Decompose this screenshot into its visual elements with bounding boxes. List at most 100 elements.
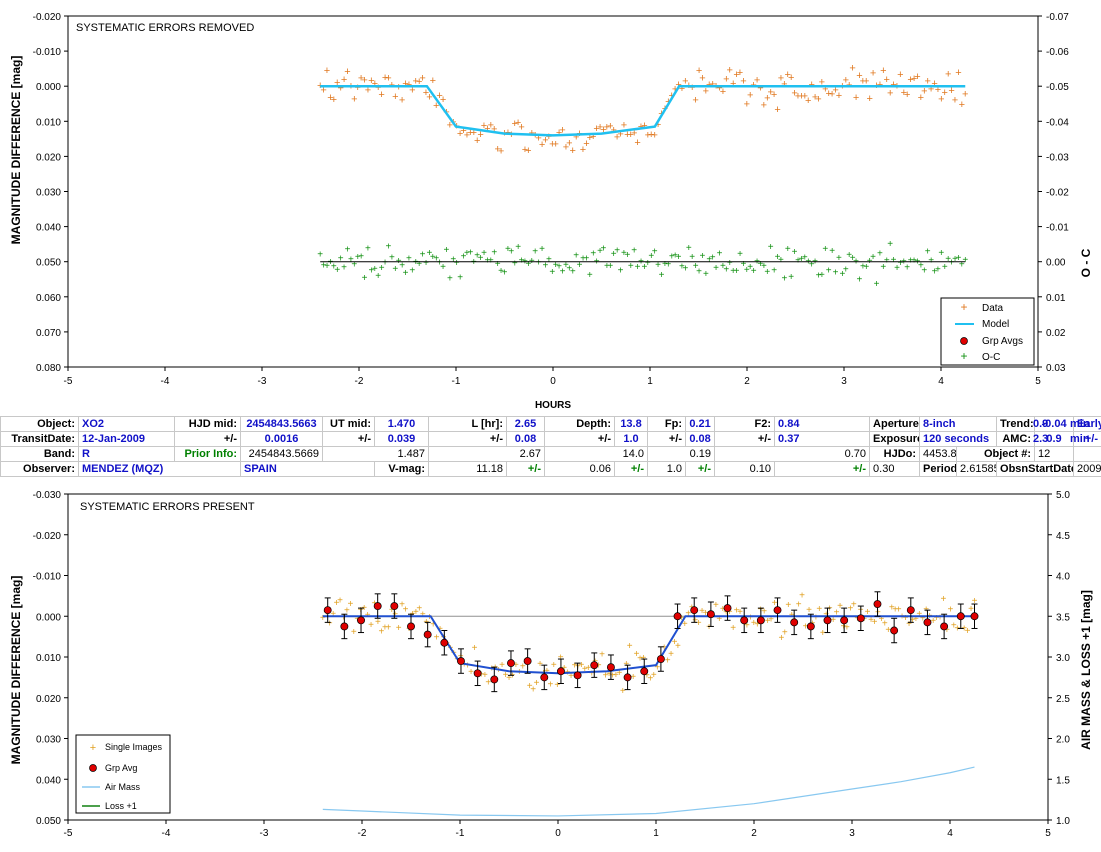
single-image-point: + (554, 680, 560, 691)
x-tick-label: -3 (258, 376, 267, 387)
x-tick-label: -2 (358, 828, 367, 839)
oc-point: + (577, 260, 583, 271)
oc-point: + (539, 244, 545, 255)
single-image-point: + (954, 624, 960, 635)
single-image-point: + (916, 609, 922, 620)
data-point: + (822, 84, 828, 96)
oc-point: + (693, 261, 699, 272)
prior-info-label: Prior Info: (174, 446, 241, 462)
oc-point: + (761, 261, 767, 272)
oc-point: + (389, 252, 395, 263)
oc-point: + (891, 255, 897, 266)
y-tick-label: 0.050 (36, 816, 61, 827)
data-point: + (669, 90, 675, 102)
oc-point: + (781, 274, 787, 285)
oc-point: + (624, 250, 630, 261)
data-point: + (870, 68, 876, 80)
single-image-point: + (534, 678, 540, 689)
oc-point: + (334, 265, 340, 276)
legend-label-airmass: Air Mass (105, 782, 141, 792)
depth-value: 13.8 (614, 416, 649, 432)
oc-point: + (553, 260, 559, 271)
data-point: + (628, 129, 634, 141)
prior-hjd-value: 2454843.5669 (240, 446, 323, 462)
data-point: + (494, 144, 500, 156)
oc-point: + (904, 263, 910, 274)
oc-point: + (655, 260, 661, 271)
airmass-curve (322, 766, 975, 817)
single-image-point: + (896, 604, 902, 615)
single-image-point: + (696, 618, 702, 629)
single-image-point: + (903, 613, 909, 624)
grp-avg-point (673, 603, 682, 629)
single-image-point: + (527, 681, 533, 692)
grp-avg-point (706, 601, 715, 627)
single-image-point: + (582, 664, 588, 675)
oc-point: + (880, 262, 886, 273)
data-point: + (525, 145, 531, 157)
single-image-point: + (461, 660, 467, 671)
data-point: + (774, 104, 780, 116)
early-err-unit: min (1070, 433, 1090, 445)
y2-tick-label: -0.07 (1046, 12, 1069, 23)
data-point: + (337, 82, 343, 94)
oc-point: + (508, 246, 514, 257)
y2-axis-label: O - C (1079, 248, 1093, 277)
single-image-point: + (944, 625, 950, 636)
x-tick-label: 2 (744, 376, 750, 387)
country-value: SPAIN (240, 461, 375, 477)
single-image-point: + (913, 614, 919, 625)
chart-annotation: SYSTEMATIC ERRORS PRESENT (80, 501, 255, 513)
data-point: + (645, 130, 651, 142)
single-image-point: + (889, 602, 895, 613)
data-point: + (610, 125, 616, 137)
fp-err-value: 0.08 (685, 431, 716, 447)
oc-point: + (672, 251, 678, 262)
data-point: + (901, 87, 907, 99)
oc-point: + (717, 249, 723, 260)
data-point: + (423, 87, 429, 99)
data-point: + (331, 94, 337, 106)
f2-err2-pm: +/- (774, 461, 871, 477)
grp-avg-point (790, 609, 799, 636)
y2-tick-label: 1.0 (1056, 816, 1070, 827)
oc-point: + (461, 251, 467, 262)
oc-point: + (771, 265, 777, 276)
x-tick-label: 3 (841, 376, 847, 387)
single-image-point: + (478, 670, 484, 681)
data-point: + (880, 65, 886, 77)
oc-point: + (816, 271, 822, 282)
data-point: + (788, 72, 794, 84)
oc-point: + (464, 248, 470, 259)
single-image-point: + (544, 666, 550, 677)
ut-err-pm: +/- (322, 431, 375, 447)
grp-avg-point (756, 607, 765, 634)
x-tick-label: 5 (1045, 828, 1051, 839)
data-point: + (887, 87, 893, 99)
data-point: + (890, 79, 896, 91)
data-point: + (518, 122, 524, 134)
data-point: + (696, 65, 702, 77)
oc-point: + (819, 270, 825, 281)
x-tick-label: 1 (647, 376, 653, 387)
single-image-point: + (727, 607, 733, 618)
oc-point: + (611, 249, 617, 260)
oc-point: + (826, 266, 832, 277)
oc-point: + (413, 257, 419, 268)
amc-label: AMC: (996, 431, 1036, 447)
oc-point: + (710, 253, 716, 264)
y-tick-label: 0.040 (36, 775, 61, 786)
y-axis-label: MAGNITUDE DIFFERENCE [mag] (9, 576, 23, 765)
single-image-point: + (651, 670, 657, 681)
oc-point: + (365, 243, 371, 254)
single-image-point: + (506, 673, 512, 684)
oc-point: + (426, 248, 432, 259)
prior-l-value: 2.67 (427, 446, 546, 462)
grp-avg-point (906, 597, 915, 623)
early-value: 0.9 (1033, 418, 1049, 430)
oc-point: + (498, 266, 504, 277)
trend-label: Trend: (996, 416, 1036, 432)
oc-point: + (368, 265, 374, 276)
data-point: + (556, 127, 562, 139)
single-image-point: + (734, 606, 740, 617)
